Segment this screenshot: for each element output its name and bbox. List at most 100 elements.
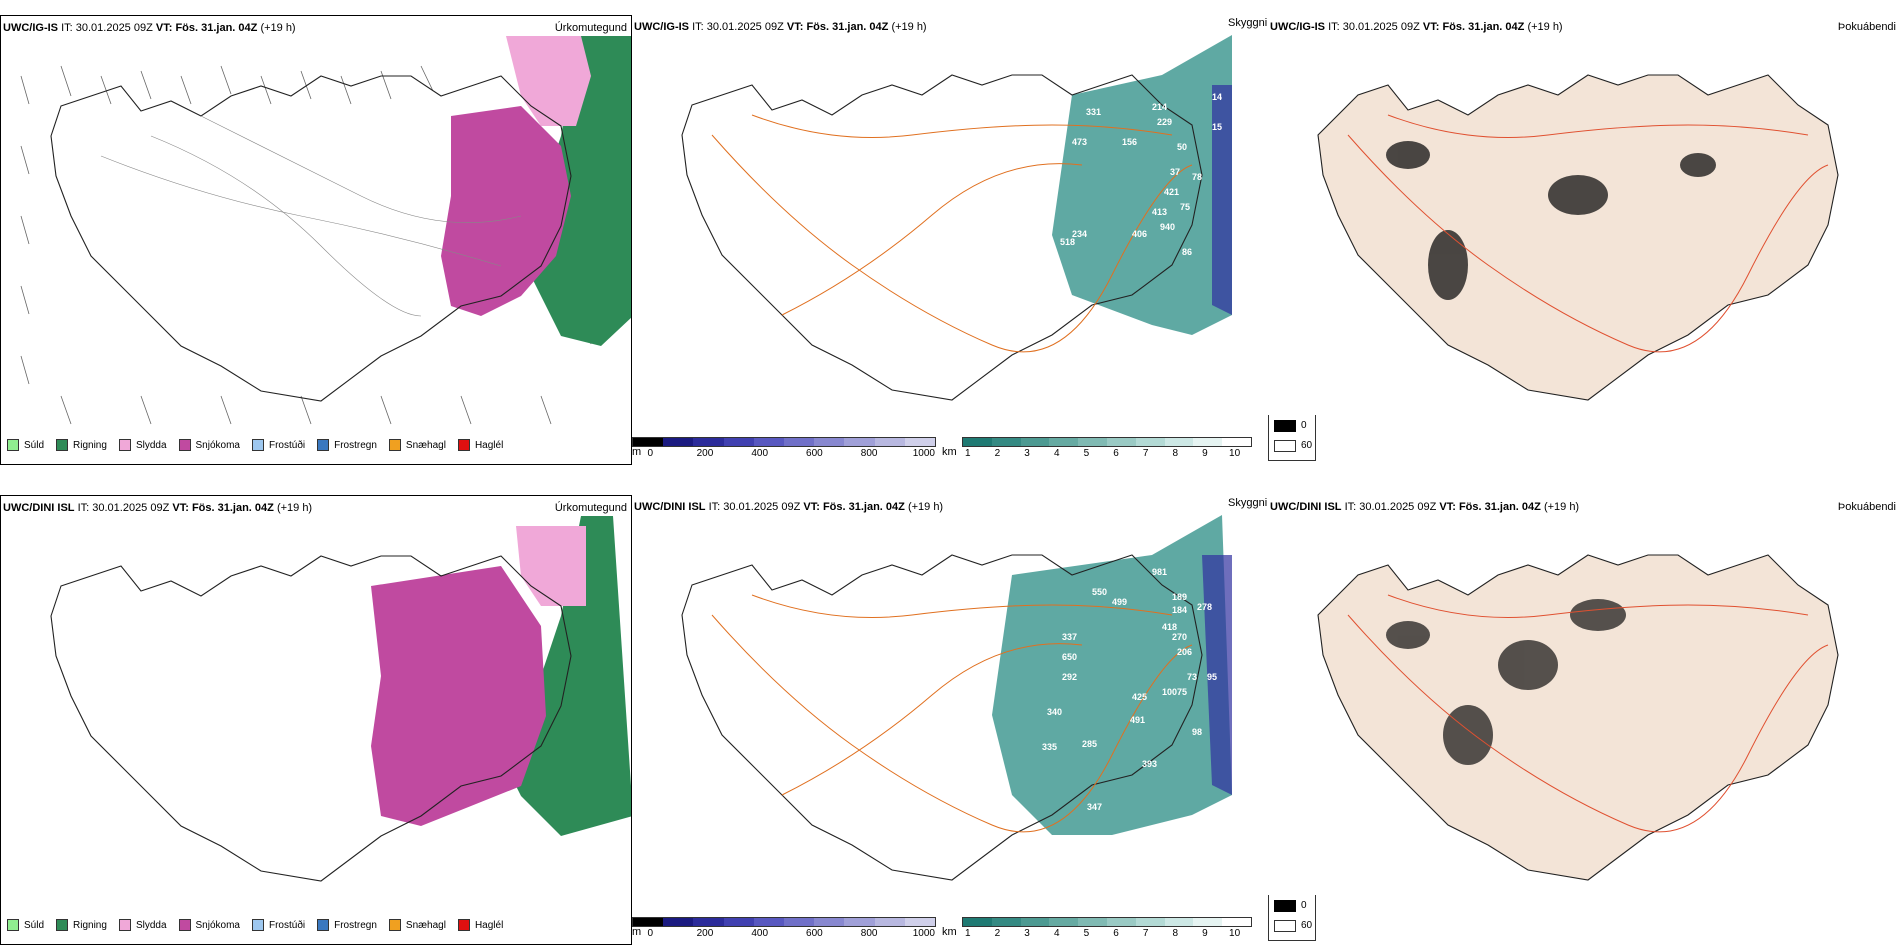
- colorbar-segment: [1135, 438, 1165, 446]
- colorbar-gradient: [632, 437, 936, 447]
- fog-blobs: [1386, 599, 1626, 765]
- colorbar-segment: [663, 918, 694, 926]
- height-unit: m: [632, 446, 642, 458]
- legend-swatch: [388, 919, 401, 931]
- colorbar-segment: [814, 438, 845, 446]
- precip-panel-top: UWC/IG-IS IT: 30.01.2025 09Z VT: Fös. 31…: [0, 15, 632, 465]
- colorbar-segment: [1164, 438, 1194, 446]
- fog-title: Þokuábendi: [1837, 21, 1896, 33]
- legend-item: Rigning: [56, 439, 107, 451]
- colorbar-ticks: 0 200 400 600 800 1000: [632, 927, 936, 941]
- visibility-label: 491: [1130, 715, 1145, 725]
- visibility-label: 331: [1086, 107, 1101, 117]
- colorbar-tick: 10: [1229, 928, 1241, 939]
- precip-title: Úrkomutegund: [554, 22, 627, 34]
- visibility-label: 347: [1087, 802, 1102, 812]
- lead-time: (+19 h): [260, 22, 296, 34]
- legend-item: Haglél: [457, 439, 503, 451]
- visibility-panel-bottom: UWC/DINI ISL IT: 30.01.2025 09Z VT: Fös.…: [632, 495, 1268, 945]
- colorbar-tick: 5: [1083, 448, 1090, 459]
- precip-legend: Súld Rigning Slydda Snjókoma Frostúði Fr…: [7, 439, 503, 451]
- fog-key-top: 0 60: [1268, 413, 1316, 461]
- colorbar-segment: [1078, 438, 1107, 446]
- visibility-label: 10075: [1162, 687, 1187, 697]
- colorbar-segment: [633, 438, 664, 446]
- fog-key-bottom: 0 60: [1268, 893, 1316, 941]
- legend-item: Súld: [7, 919, 44, 931]
- colorbar-segment: [1193, 438, 1223, 446]
- legend-item: Slydda: [118, 439, 167, 451]
- visibility-label: 292: [1062, 672, 1077, 682]
- colorbar-segment: [1106, 918, 1136, 926]
- legend-item: Snjókoma: [178, 439, 240, 451]
- colorbar-tick: 9: [1202, 928, 1208, 939]
- visibility-label: 518: [1060, 237, 1075, 247]
- visibility-label: 214: [1152, 102, 1167, 112]
- visibility-label: 95: [1207, 672, 1217, 682]
- colorbar-tick: 200: [696, 928, 714, 939]
- colorbar-segment: [693, 438, 724, 446]
- visibility-label: 499: [1112, 597, 1127, 607]
- colorbar-segment: [991, 438, 1021, 446]
- colorbar-tick: 1000: [912, 448, 935, 459]
- colorbar-segment: [784, 918, 815, 926]
- colorbar-tick: 1: [965, 928, 971, 939]
- rain-area: [521, 36, 631, 346]
- colorbar-segment: [963, 438, 992, 446]
- colorbar-segment: [723, 918, 754, 926]
- legend-item: Frostúði: [251, 919, 305, 931]
- colorbar-segment: [874, 438, 905, 446]
- visibility-label: 337: [1062, 632, 1077, 642]
- colorbar-segment: [1049, 918, 1079, 926]
- fog-map: [1317, 554, 1839, 881]
- visibility-label: 189: [1172, 592, 1187, 602]
- colorbar-segment: [963, 918, 992, 926]
- colorbar-segment: [1135, 918, 1165, 926]
- colorbar-segment: [753, 918, 785, 926]
- visibility-label: 473: [1072, 137, 1087, 147]
- high-terrain: [1212, 85, 1232, 315]
- model-name: UWC/IG-IS: [3, 22, 58, 34]
- colorbar-tick: 800: [860, 928, 878, 939]
- legend-item: Snjókoma: [178, 919, 240, 931]
- roads: [1347, 594, 1829, 833]
- panel-header: UWC/IG-IS IT: 30.01.2025 09Z VT: Fös. 31…: [3, 22, 296, 34]
- colorbar-gradient: [962, 437, 1252, 447]
- colorbar-tick: 8: [1172, 448, 1179, 459]
- visibility-label: 421: [1164, 187, 1179, 197]
- land: [1317, 74, 1839, 401]
- fog-blobs: [1386, 141, 1716, 300]
- init-time: 30.01.2025 09Z: [75, 22, 153, 34]
- legend-swatch: [118, 439, 131, 451]
- land: [1317, 554, 1839, 881]
- colorbar-segment: [784, 438, 815, 446]
- colorbar-segment: [1078, 918, 1107, 926]
- roads: [711, 114, 1193, 353]
- colorbar-segment: [814, 918, 845, 926]
- legend-swatch: [178, 439, 191, 451]
- colorbar-segment: [904, 918, 936, 926]
- colorbar-tick: 2: [994, 928, 1001, 939]
- colorbar-tick: 8: [1172, 928, 1179, 939]
- legend-swatch: [251, 919, 264, 931]
- visibility-unit: km: [942, 926, 957, 938]
- visibility-panel-top: UWC/IG-IS IT: 30.01.2025 09Z VT: Fös. 31…: [632, 15, 1268, 465]
- panel-header: UWC/DINI ISL IT: 30.01.2025 09Z VT: Fös.…: [3, 502, 313, 514]
- legend-item: Haglél: [457, 919, 503, 931]
- visibility-label: 285: [1082, 739, 1097, 749]
- colorbar-tick: 400: [751, 448, 769, 459]
- precip-title: Úrkomutegund: [554, 502, 627, 514]
- visibility-label: 229: [1157, 117, 1172, 127]
- visibility-title: Skyggni: [1228, 17, 1268, 29]
- panel-header: UWC/DINI ISL IT: 30.01.2025 09Z VT: Fös.…: [634, 501, 944, 513]
- colorbar-segment: [693, 918, 724, 926]
- legend-item: Frostregn: [317, 919, 377, 931]
- legend-swatch: [457, 919, 470, 931]
- fog-panel-top: UWC/IG-IS IT: 30.01.2025 09Z VT: Fös. 31…: [1268, 15, 1900, 415]
- colorbar-segment: [991, 918, 1021, 926]
- colorbar-ticks: 0 200 400 600 800 1000: [632, 447, 936, 461]
- colorbar-tick: 4: [1053, 928, 1060, 939]
- colorbar-segment: [753, 438, 785, 446]
